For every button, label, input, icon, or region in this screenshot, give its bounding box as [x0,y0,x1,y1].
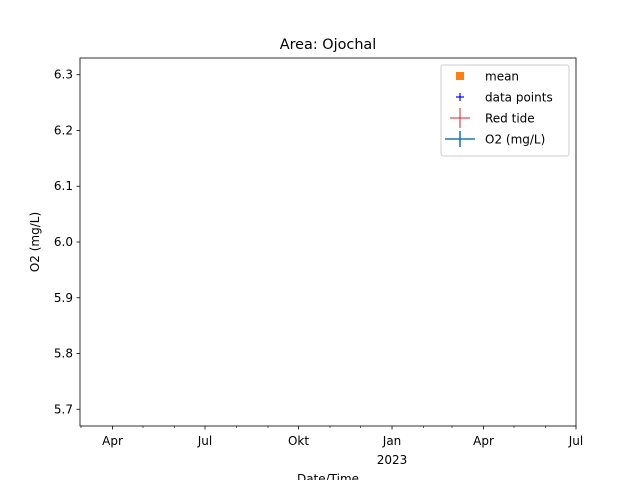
x-tick-label: Jul [568,434,583,448]
legend-marker-red-tide [450,108,470,128]
legend-label: Red tide [485,112,535,126]
y-tick-label: 6.2 [54,123,73,137]
y-tick-label: 5.9 [54,291,73,305]
legend-box [440,64,570,157]
y-tick-label: 6.0 [54,235,73,249]
legend-marker-o2 [445,131,475,147]
y-tick-label: 5.7 [54,402,73,416]
y-tick-label: 5.8 [54,347,73,361]
x-tick-label: Jul [197,434,212,448]
y-axis: 5.7 5.8 5.9 6.0 6.1 6.2 6.3 [54,68,80,416]
y-axis-label: O2 (mg/L) [28,212,42,272]
x-tick-label: Apr [473,434,494,448]
x-tick-sublabel: 2023 [377,453,408,467]
legend-label: mean [485,70,519,84]
x-tick-label: Jan [382,434,402,448]
chart-title: Area: Ojochal [280,37,377,53]
y-tick-label: 6.3 [54,68,73,82]
legend-label: O2 (mg/L) [485,133,545,147]
x-tick-label: Apr [102,434,123,448]
legend-label: data points [485,91,553,105]
y-tick-label: 6.1 [54,179,73,193]
legend: mean data points Red tide O2 (mg/L) [440,64,570,157]
x-axis: Apr Jul Okt Jan 2023 Apr Jul [80,426,583,467]
x-axis-label: Date/Time [297,472,359,480]
x-tick-label: Okt [288,434,309,448]
legend-marker-mean [456,72,464,80]
legend-marker-data-points [456,93,464,101]
